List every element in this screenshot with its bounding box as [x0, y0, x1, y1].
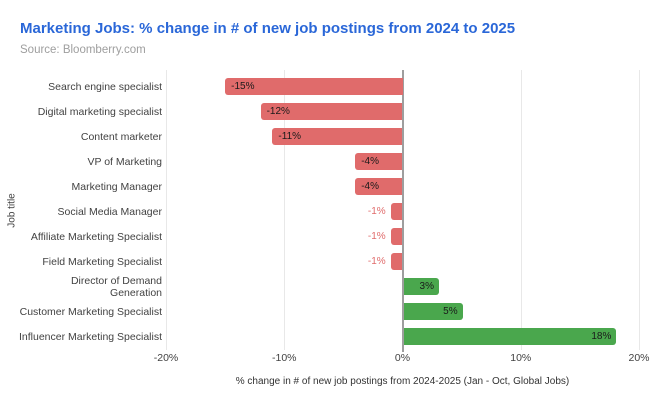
bar-value-label: -1%: [367, 206, 386, 217]
x-tick-label: -10%: [271, 352, 297, 364]
category-label: Search engine specialist: [48, 80, 162, 93]
x-tick-label: -20%: [153, 352, 179, 364]
gridline: [166, 70, 167, 350]
gridline: [284, 70, 286, 350]
bar: [403, 328, 617, 345]
bar: [225, 78, 403, 95]
bar: [403, 278, 439, 295]
category-label: Content marketer: [80, 130, 162, 143]
chart-title: Marketing Jobs: % change in # of new job…: [20, 20, 516, 37]
x-tick-label: 10%: [510, 352, 532, 364]
bar-value-label: 5%: [443, 306, 458, 317]
bar: [390, 253, 403, 270]
bar: [355, 153, 403, 170]
bar-value-label: -4%: [361, 156, 379, 167]
category-label: Marketing Manager: [71, 180, 162, 193]
chart-source: Source: Bloomberry.com: [20, 44, 146, 56]
plot-area: -15% -12% -11% -4% -4% -1% -1% -1% 3% 5% 18%: [166, 70, 640, 352]
bar: [260, 103, 403, 120]
category-label: Digital marketing specialist: [37, 105, 162, 118]
category-label: Affiliate Marketing Specialist: [30, 230, 162, 243]
bar-value-label: 3%: [419, 281, 434, 292]
bar-value-label: 18%: [591, 331, 612, 342]
bar-value-label: -1%: [367, 231, 386, 242]
bar-value-label: -12%: [266, 106, 290, 117]
category-label: Social Media Manager: [57, 205, 162, 218]
category-label: Director of Demand Generation: [70, 274, 162, 299]
bar-value-label: -4%: [361, 181, 379, 192]
x-tick-label: 20%: [628, 352, 650, 364]
zero-axis-line: [401, 70, 404, 352]
gridline: [639, 70, 640, 350]
bar: [390, 203, 403, 220]
category-label: Field Marketing Specialist: [42, 255, 162, 268]
x-tick-label: 0%: [394, 352, 411, 364]
bar: [272, 128, 403, 145]
bar: [403, 303, 463, 320]
bar-value-label: -15%: [231, 81, 255, 92]
bar-value-label: -11%: [278, 131, 302, 142]
category-label: VP of Marketing: [87, 155, 162, 168]
bar: [390, 228, 403, 245]
bar-value-label: -1%: [367, 256, 386, 267]
category-label: Influencer Marketing Specialist: [19, 330, 162, 343]
x-axis-title: % change in # of new job postings from 2…: [235, 376, 570, 387]
gridline: [520, 70, 522, 350]
category-label: Customer Marketing Specialist: [19, 305, 162, 318]
bar: [355, 178, 403, 195]
